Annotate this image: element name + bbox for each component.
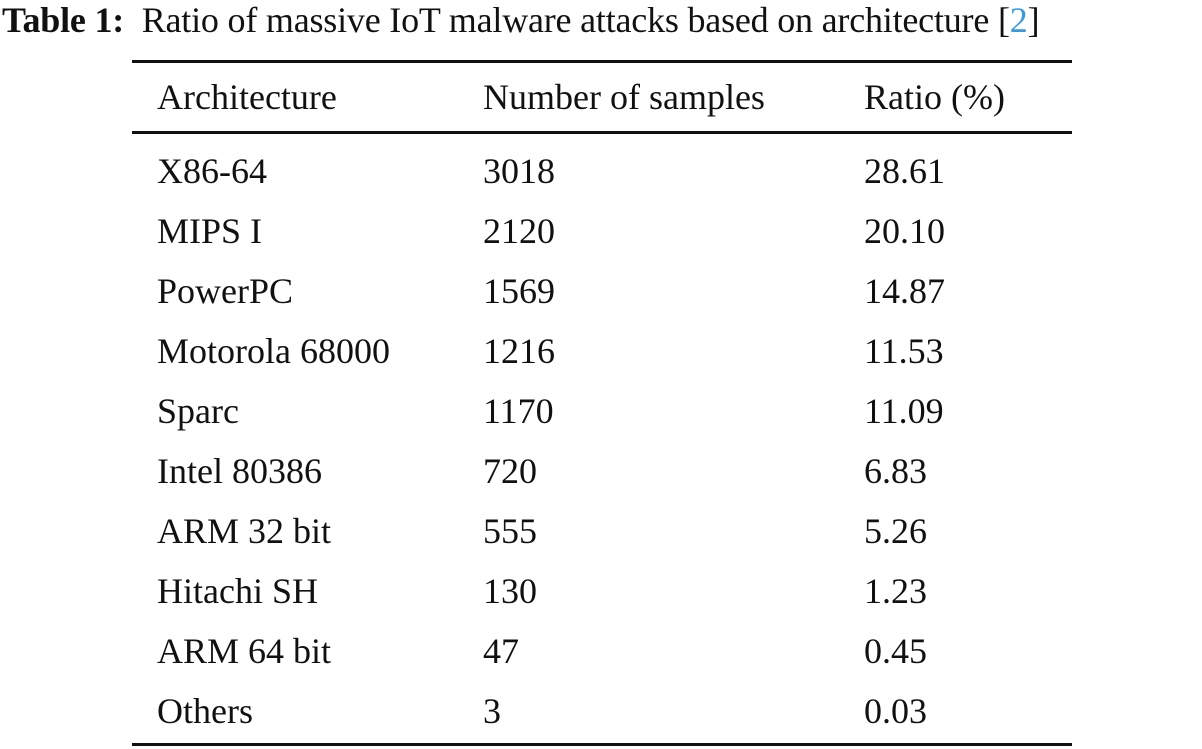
table-row: Hitachi SH 130 1.23 <box>0 561 1202 621</box>
cell-samples: 2120 <box>483 211 555 251</box>
citation-close-bracket: ] <box>1027 0 1040 40</box>
table-row: MIPS I 2120 20.10 <box>0 201 1202 261</box>
cell-ratio: 28.61 <box>864 151 945 191</box>
top-rule <box>132 60 1072 63</box>
table-row: Others 3 0.03 <box>0 681 1202 741</box>
cell-samples: 3018 <box>483 151 555 191</box>
cell-samples: 47 <box>483 631 519 671</box>
cell-architecture: PowerPC <box>157 271 294 311</box>
header-architecture: Architecture <box>157 77 337 117</box>
cell-architecture: Sparc <box>157 391 239 431</box>
cell-architecture: Others <box>157 691 253 731</box>
cell-architecture: MIPS I <box>157 211 263 251</box>
cell-samples: 555 <box>483 511 537 551</box>
table-row: ARM 64 bit 47 0.45 <box>0 621 1202 681</box>
table-row: Intel 80386 720 6.83 <box>0 441 1202 501</box>
table-row: Sparc 1170 11.09 <box>0 381 1202 441</box>
cell-ratio: 11.53 <box>864 331 944 371</box>
cell-ratio: 0.45 <box>864 631 927 671</box>
table-row: Motorola 68000 1216 11.53 <box>0 321 1202 381</box>
table-row: PowerPC 1569 14.87 <box>0 261 1202 321</box>
cell-ratio: 5.26 <box>864 511 927 551</box>
cell-architecture: Hitachi SH <box>157 571 318 611</box>
caption-label: Table 1: <box>2 0 125 40</box>
cell-ratio: 14.87 <box>864 271 945 311</box>
header-ratio: Ratio (%) <box>864 77 1005 117</box>
bottom-rule <box>132 743 1072 746</box>
table-row: ARM 32 bit 555 5.26 <box>0 501 1202 561</box>
cell-ratio: 11.09 <box>864 391 944 431</box>
cell-samples: 3 <box>483 691 501 731</box>
header-number-of-samples: Number of samples <box>483 77 765 117</box>
cell-ratio: 6.83 <box>864 451 927 491</box>
cell-samples: 1569 <box>483 271 555 311</box>
cell-architecture: ARM 64 bit <box>157 631 332 671</box>
cell-samples: 1170 <box>483 391 554 431</box>
cell-samples: 130 <box>483 571 537 611</box>
table-header-row: Architecture Number of samples Ratio (%) <box>0 67 1202 127</box>
cell-samples: 720 <box>483 451 537 491</box>
table-caption: Table 1: Ratio of massive IoT malware at… <box>2 0 1040 40</box>
caption-text: Ratio of massive IoT malware attacks bas… <box>141 0 990 40</box>
cell-architecture: Intel 80386 <box>157 451 322 491</box>
cell-architecture: ARM 32 bit <box>157 511 332 551</box>
citation[interactable]: [2] <box>997 0 1040 40</box>
citation-open-bracket: [ <box>997 0 1010 40</box>
table-row: X86-64 3018 28.61 <box>0 141 1202 201</box>
cell-architecture: X86-64 <box>157 151 267 191</box>
header-rule <box>132 131 1072 134</box>
cell-ratio: 0.03 <box>864 691 927 731</box>
cell-ratio: 20.10 <box>864 211 945 251</box>
cell-ratio: 1.23 <box>864 571 927 611</box>
cell-samples: 1216 <box>483 331 555 371</box>
cell-architecture: Motorola 68000 <box>157 331 390 371</box>
citation-link[interactable]: 2 <box>1009 0 1028 40</box>
